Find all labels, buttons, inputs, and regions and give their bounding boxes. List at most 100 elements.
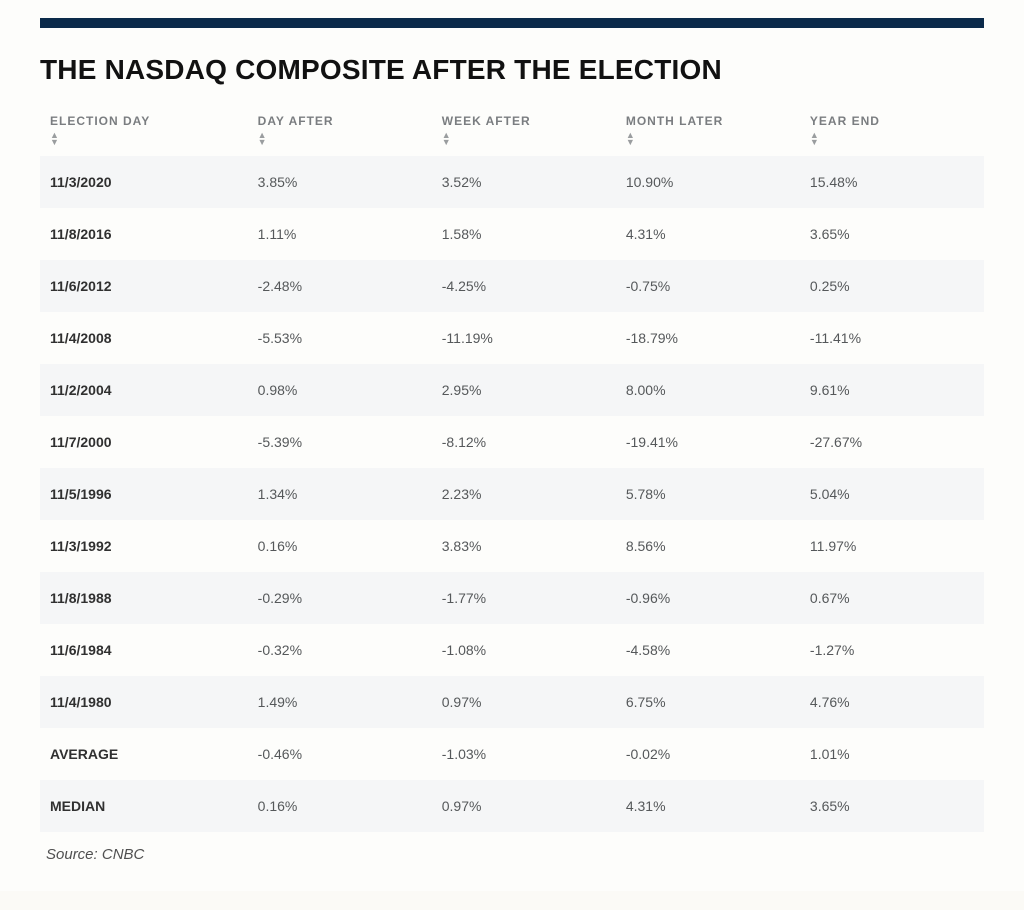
cell-election-day: 11/6/1984 [40, 624, 248, 676]
table-row: AVERAGE -0.46% -1.03% -0.02% 1.01% [40, 728, 984, 780]
col-header-election-day[interactable]: ELECTION DAY ▲▼ [40, 96, 248, 156]
cell-month-later: -0.96% [616, 572, 800, 624]
col-header-label: WEEK AFTER [442, 114, 616, 128]
cell-month-later: -0.02% [616, 728, 800, 780]
cell-week-after: 2.95% [432, 364, 616, 416]
cell-month-later: 8.00% [616, 364, 800, 416]
cell-week-after: 3.83% [432, 520, 616, 572]
table-row: 11/6/2012 -2.48% -4.25% -0.75% 0.25% [40, 260, 984, 312]
table-row: 11/3/2020 3.85% 3.52% 10.90% 15.48% [40, 156, 984, 208]
page-title: THE NASDAQ COMPOSITE AFTER THE ELECTION [40, 54, 984, 86]
cell-election-day: 11/5/1996 [40, 468, 248, 520]
cell-day-after: -5.53% [248, 312, 432, 364]
cell-day-after: 0.16% [248, 520, 432, 572]
cell-day-after: -2.48% [248, 260, 432, 312]
cell-week-after: -1.77% [432, 572, 616, 624]
table-row: 11/8/1988 -0.29% -1.77% -0.96% 0.67% [40, 572, 984, 624]
cell-month-later: -4.58% [616, 624, 800, 676]
col-header-year-end[interactable]: YEAR END ▲▼ [800, 96, 984, 156]
source-note: Source: CNBC [40, 846, 984, 863]
cell-year-end: 15.48% [800, 156, 984, 208]
cell-year-end: -11.41% [800, 312, 984, 364]
cell-election-day: MEDIAN [40, 780, 248, 832]
cell-year-end: 3.65% [800, 208, 984, 260]
cell-day-after: 3.85% [248, 156, 432, 208]
table-header-row: ELECTION DAY ▲▼ DAY AFTER ▲▼ WEEK AFTER … [40, 96, 984, 156]
col-header-month-later[interactable]: MONTH LATER ▲▼ [616, 96, 800, 156]
cell-year-end: 9.61% [800, 364, 984, 416]
cell-month-later: 6.75% [616, 676, 800, 728]
col-header-label: YEAR END [810, 114, 984, 128]
table-row: 11/8/2016 1.11% 1.58% 4.31% 3.65% [40, 208, 984, 260]
cell-week-after: 2.23% [432, 468, 616, 520]
cell-month-later: -18.79% [616, 312, 800, 364]
cell-week-after: 3.52% [432, 156, 616, 208]
cell-year-end: -27.67% [800, 416, 984, 468]
cell-year-end: 5.04% [800, 468, 984, 520]
cell-election-day: 11/7/2000 [40, 416, 248, 468]
cell-election-day: 11/4/1980 [40, 676, 248, 728]
cell-week-after: -11.19% [432, 312, 616, 364]
col-header-label: MONTH LATER [626, 114, 800, 128]
cell-election-day: 11/8/2016 [40, 208, 248, 260]
cell-election-day: 11/3/2020 [40, 156, 248, 208]
cell-day-after: -0.46% [248, 728, 432, 780]
sort-icon: ▲▼ [810, 132, 820, 146]
cell-month-later: 8.56% [616, 520, 800, 572]
sort-icon: ▲▼ [50, 132, 60, 146]
col-header-week-after[interactable]: WEEK AFTER ▲▼ [432, 96, 616, 156]
page-container: THE NASDAQ COMPOSITE AFTER THE ELECTION … [0, 0, 1024, 891]
cell-week-after: 0.97% [432, 676, 616, 728]
cell-year-end: -1.27% [800, 624, 984, 676]
cell-year-end: 4.76% [800, 676, 984, 728]
col-header-day-after[interactable]: DAY AFTER ▲▼ [248, 96, 432, 156]
cell-month-later: 10.90% [616, 156, 800, 208]
cell-year-end: 0.67% [800, 572, 984, 624]
sort-icon: ▲▼ [258, 132, 268, 146]
cell-day-after: -0.32% [248, 624, 432, 676]
cell-election-day: AVERAGE [40, 728, 248, 780]
top-accent-bar [40, 18, 984, 28]
cell-day-after: 0.16% [248, 780, 432, 832]
table-row: 11/4/2008 -5.53% -11.19% -18.79% -11.41% [40, 312, 984, 364]
col-header-label: ELECTION DAY [50, 114, 248, 128]
cell-day-after: 1.11% [248, 208, 432, 260]
cell-election-day: 11/2/2004 [40, 364, 248, 416]
table-row: 11/2/2004 0.98% 2.95% 8.00% 9.61% [40, 364, 984, 416]
cell-month-later: -19.41% [616, 416, 800, 468]
cell-day-after: -5.39% [248, 416, 432, 468]
cell-month-later: 4.31% [616, 208, 800, 260]
cell-election-day: 11/3/1992 [40, 520, 248, 572]
cell-week-after: -1.03% [432, 728, 616, 780]
cell-week-after: -4.25% [432, 260, 616, 312]
table-body: 11/3/2020 3.85% 3.52% 10.90% 15.48% 11/8… [40, 156, 984, 832]
cell-month-later: 5.78% [616, 468, 800, 520]
table-row: 11/7/2000 -5.39% -8.12% -19.41% -27.67% [40, 416, 984, 468]
cell-year-end: 0.25% [800, 260, 984, 312]
cell-day-after: 1.34% [248, 468, 432, 520]
cell-day-after: 0.98% [248, 364, 432, 416]
col-header-label: DAY AFTER [258, 114, 432, 128]
cell-month-later: -0.75% [616, 260, 800, 312]
cell-day-after: 1.49% [248, 676, 432, 728]
cell-year-end: 11.97% [800, 520, 984, 572]
cell-election-day: 11/8/1988 [40, 572, 248, 624]
data-table: ELECTION DAY ▲▼ DAY AFTER ▲▼ WEEK AFTER … [40, 96, 984, 832]
cell-week-after: 0.97% [432, 780, 616, 832]
cell-year-end: 3.65% [800, 780, 984, 832]
sort-icon: ▲▼ [442, 132, 452, 146]
cell-week-after: -1.08% [432, 624, 616, 676]
table-row: 11/5/1996 1.34% 2.23% 5.78% 5.04% [40, 468, 984, 520]
table-row: MEDIAN 0.16% 0.97% 4.31% 3.65% [40, 780, 984, 832]
cell-month-later: 4.31% [616, 780, 800, 832]
cell-election-day: 11/6/2012 [40, 260, 248, 312]
table-row: 11/4/1980 1.49% 0.97% 6.75% 4.76% [40, 676, 984, 728]
sort-icon: ▲▼ [626, 132, 636, 146]
cell-year-end: 1.01% [800, 728, 984, 780]
table-row: 11/3/1992 0.16% 3.83% 8.56% 11.97% [40, 520, 984, 572]
cell-week-after: -8.12% [432, 416, 616, 468]
cell-day-after: -0.29% [248, 572, 432, 624]
cell-election-day: 11/4/2008 [40, 312, 248, 364]
table-row: 11/6/1984 -0.32% -1.08% -4.58% -1.27% [40, 624, 984, 676]
cell-week-after: 1.58% [432, 208, 616, 260]
